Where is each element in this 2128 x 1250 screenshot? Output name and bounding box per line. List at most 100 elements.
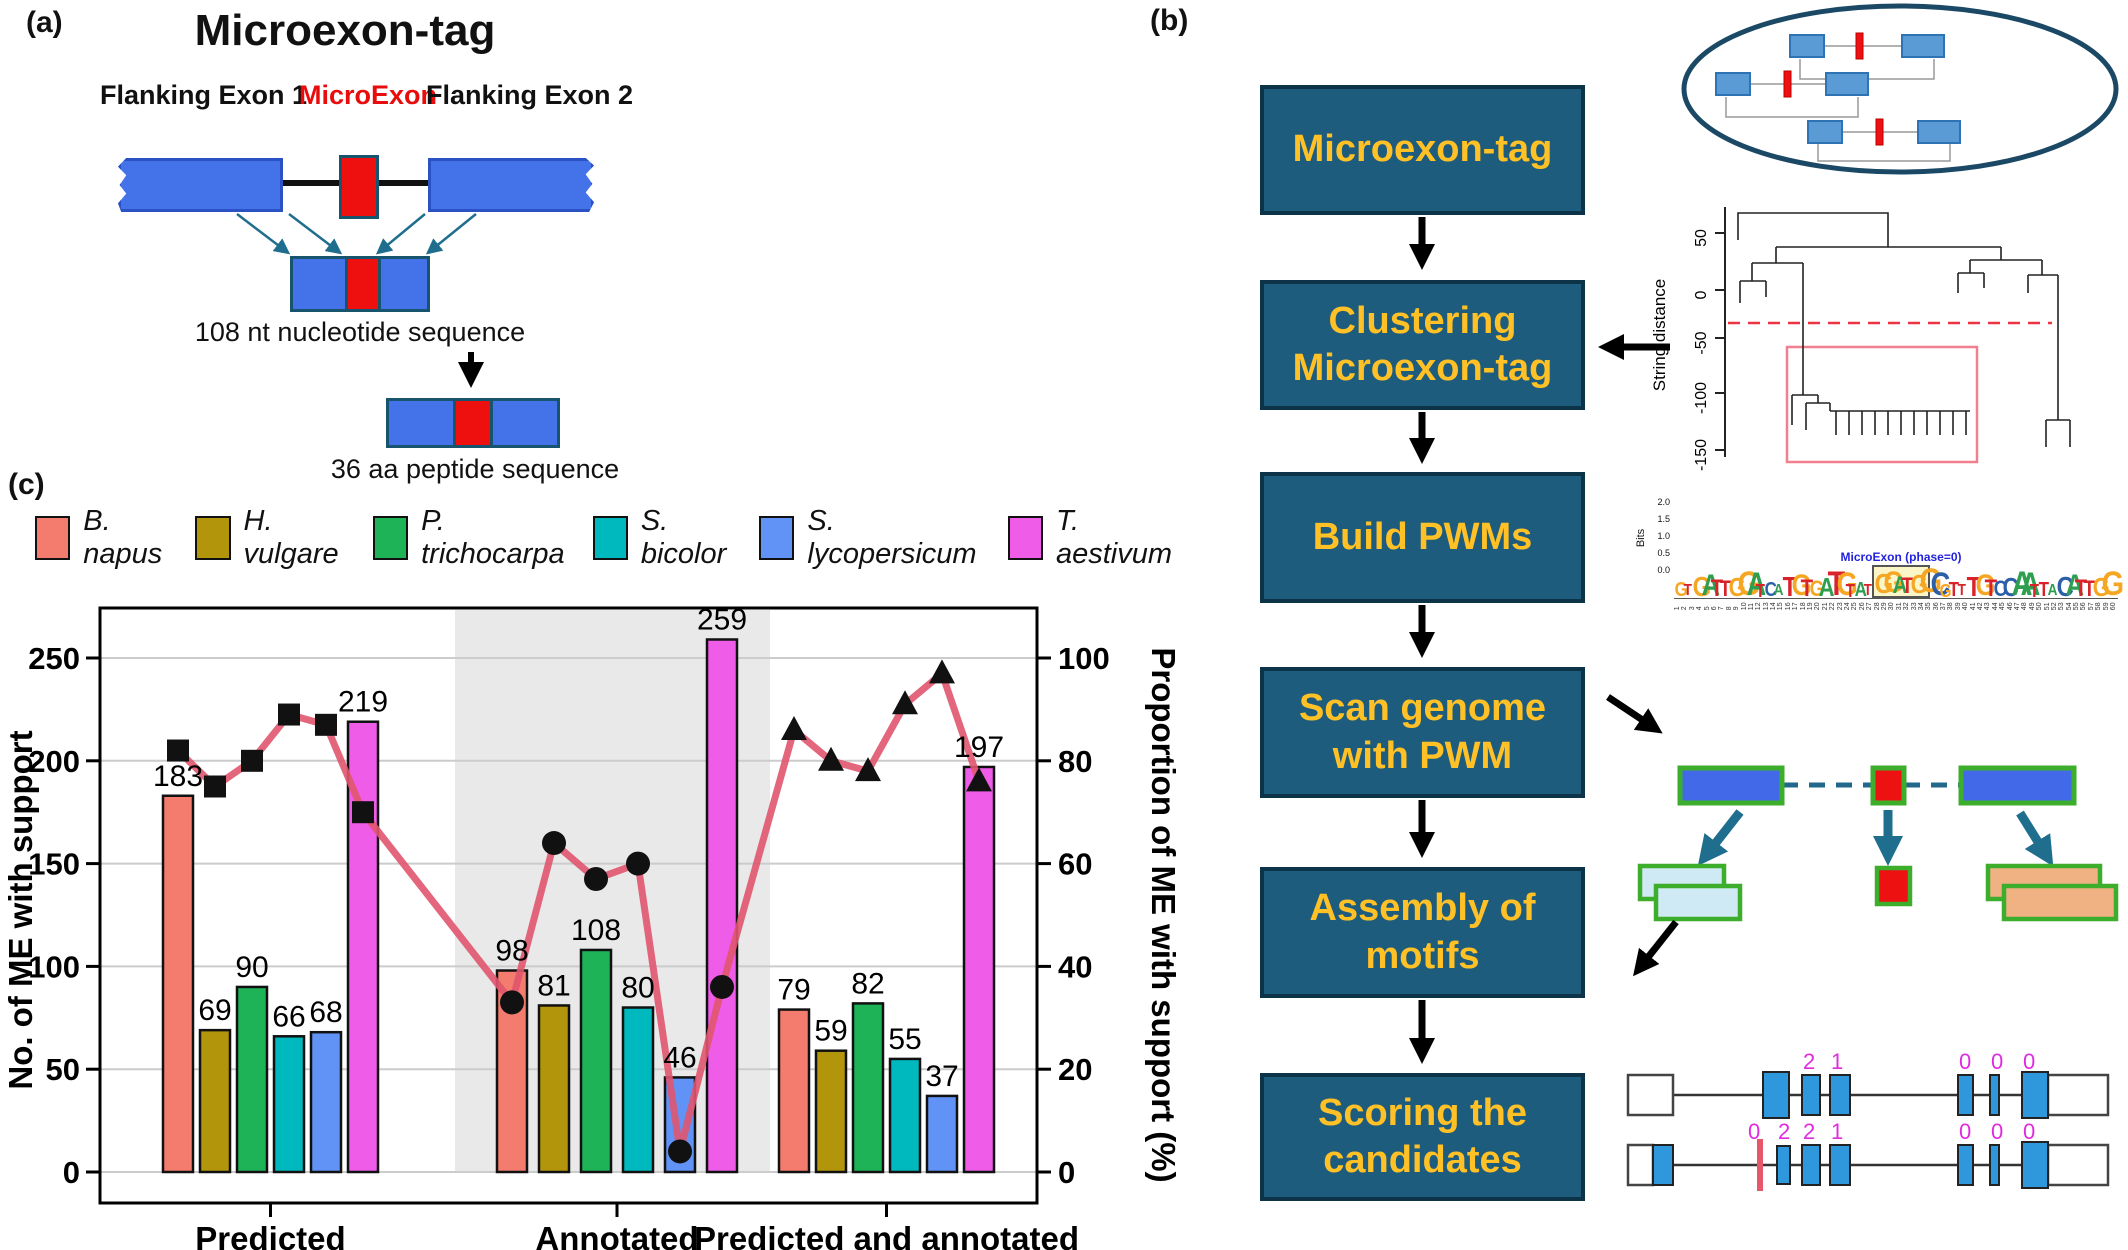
panel-a-title: Microexon-tag: [194, 6, 496, 55]
left-tick-label: 200: [28, 744, 80, 779]
triangle-marker: [855, 757, 881, 782]
logo-xtick: 25: [1851, 602, 1859, 611]
logo-letter: G: [2101, 564, 2125, 603]
logo-letter: T: [1782, 570, 1798, 602]
left-tick-label: 100: [28, 949, 80, 984]
bar-value-label: 69: [198, 994, 231, 1027]
plot-frame: [98, 606, 1039, 1205]
logo-xtick: 41: [1969, 602, 1977, 611]
logo-xtick: 7: [1718, 606, 1726, 611]
exon-box: [1829, 1144, 1851, 1186]
logo-xtick: 46: [2006, 602, 2014, 611]
phase-label: 0: [2023, 1119, 2035, 1144]
flow-step-assembly: Assembly of motifs: [1260, 867, 1585, 998]
category-label: Predicted and annotated: [694, 1220, 1079, 1250]
logo-xtick: 32: [1903, 602, 1911, 611]
bar: [888, 1057, 922, 1174]
dendro-tick-label: -150: [1693, 439, 1710, 471]
logo-xtick: 1: [1674, 606, 1682, 611]
microexon-highlight: MicroExon (phase=0) G G A T G G: [1840, 550, 1962, 599]
bar-value-label: 219: [338, 686, 388, 719]
bar-value-label: 90: [235, 951, 268, 984]
logo-xtick: 39: [1955, 602, 1963, 611]
legend-item: H. vulgare: [195, 505, 373, 571]
exon-box: [1652, 1144, 1674, 1186]
phase-label: 2: [1778, 1119, 1790, 1144]
logo-xtick: 52: [2051, 602, 2059, 611]
flow-step-scan-genome: Scan genome with PWM: [1260, 667, 1585, 798]
bar-value-label: 82: [851, 967, 884, 1000]
bar-value-label: 183: [153, 760, 203, 793]
nt-caption: 108 nt nucleotide sequence: [194, 317, 526, 347]
legend-swatch: [35, 516, 71, 560]
assembled-motif-stacks: [1637, 863, 2119, 922]
bar-value-label: 108: [571, 914, 621, 947]
bar-value-label: 80: [621, 972, 654, 1005]
exon-box: [1957, 1074, 1974, 1116]
left-tick-label: 150: [28, 847, 80, 882]
left-tick-label: 50: [46, 1052, 80, 1087]
utr-box: [2046, 1073, 2110, 1117]
scan-genome-graphic: [1637, 765, 2119, 922]
circle-marker: [500, 990, 524, 1015]
logo-letter: G: [2092, 572, 2110, 603]
logo-xtick: 17: [1792, 602, 1800, 611]
aa-flank2-segment: [493, 401, 557, 445]
legend-swatch: [759, 516, 795, 560]
logo-xtick: 53: [2058, 602, 2066, 611]
logo-letter: C: [2002, 572, 2019, 603]
logo-xtick: 35: [1925, 602, 1933, 611]
legend-species-label: S. bicolor: [640, 505, 727, 570]
dendro-tick-label: 0: [1693, 290, 1710, 299]
bar-value-label: 79: [777, 974, 810, 1007]
legend-item: P. trichocarpa: [372, 505, 593, 571]
logo-xtick: 2: [1681, 606, 1689, 611]
phase-label: 1: [1831, 1049, 1843, 1074]
logo-letter: T: [1845, 580, 1856, 601]
logo-letter: T: [1719, 576, 1732, 602]
utr-box: [2046, 1143, 2110, 1187]
utr-box: [1626, 1073, 1675, 1117]
panel-a-converge-arrows: [236, 213, 477, 255]
exon-box: [1829, 1074, 1851, 1116]
logo-letter: T: [2029, 580, 2040, 601]
legend-item: S. bicolor: [592, 505, 760, 571]
phase-label: 0: [1959, 1049, 1971, 1074]
phase-label: 0: [1959, 1119, 1971, 1144]
logo-letter: C: [2056, 570, 2074, 602]
logo-xtick: 54: [2065, 602, 2073, 611]
logo-xtick: 44: [1991, 602, 1999, 611]
logo-xtick: 36: [1932, 602, 1940, 611]
left-tick-label: 0: [63, 1155, 80, 1190]
microexon-box: [339, 155, 379, 219]
aa-caption: 36 aa peptide sequence: [330, 454, 620, 484]
panel-c-label: (c): [8, 468, 45, 501]
square-marker: [241, 749, 263, 772]
logo-letter: T: [1984, 574, 1998, 602]
logo-xtick: 21: [1822, 602, 1830, 611]
logo-letter: T: [2074, 574, 2088, 602]
logo-letter: A: [2011, 564, 2033, 603]
panel-a-label: (a): [26, 6, 63, 39]
triangle-marker: [818, 746, 844, 771]
logo-letter: T: [1755, 580, 1766, 601]
exon-box: [1801, 1074, 1821, 1116]
legend-item: B. napus: [35, 505, 195, 571]
logo-xtick: 20: [1814, 602, 1822, 611]
bar-value-label: 81: [537, 969, 570, 1002]
logo-letter: A: [1746, 566, 1767, 603]
bar-value-label: 59: [814, 1015, 847, 1048]
flow-step-scoring: Scoring the candidates: [1260, 1073, 1585, 1201]
legend-swatch: [372, 516, 409, 560]
dendrogram-tree: [1737, 212, 2071, 447]
bar: [814, 1049, 848, 1174]
logo-letter: C: [1930, 566, 1951, 603]
triangle-marker: [892, 690, 918, 715]
logo-letter: A: [1818, 572, 1835, 603]
square-marker: [352, 801, 374, 824]
logo-letter: G: [1883, 566, 1904, 599]
logo-xtick: 10: [1740, 602, 1748, 611]
flanking-exon-2-box: [428, 158, 594, 212]
logo-xtick: 15: [1777, 602, 1785, 611]
logo-xtick: 16: [1785, 602, 1793, 611]
